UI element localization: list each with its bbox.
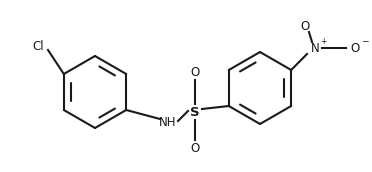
Text: S: S: [190, 105, 200, 119]
Text: N: N: [311, 41, 320, 55]
Text: O: O: [190, 66, 200, 78]
Text: NH: NH: [159, 116, 177, 128]
Text: +: +: [320, 36, 326, 46]
Text: O: O: [300, 19, 310, 33]
Text: Cl: Cl: [32, 40, 44, 52]
Text: −: −: [361, 36, 369, 46]
Text: O: O: [350, 41, 360, 55]
Text: O: O: [190, 142, 200, 154]
